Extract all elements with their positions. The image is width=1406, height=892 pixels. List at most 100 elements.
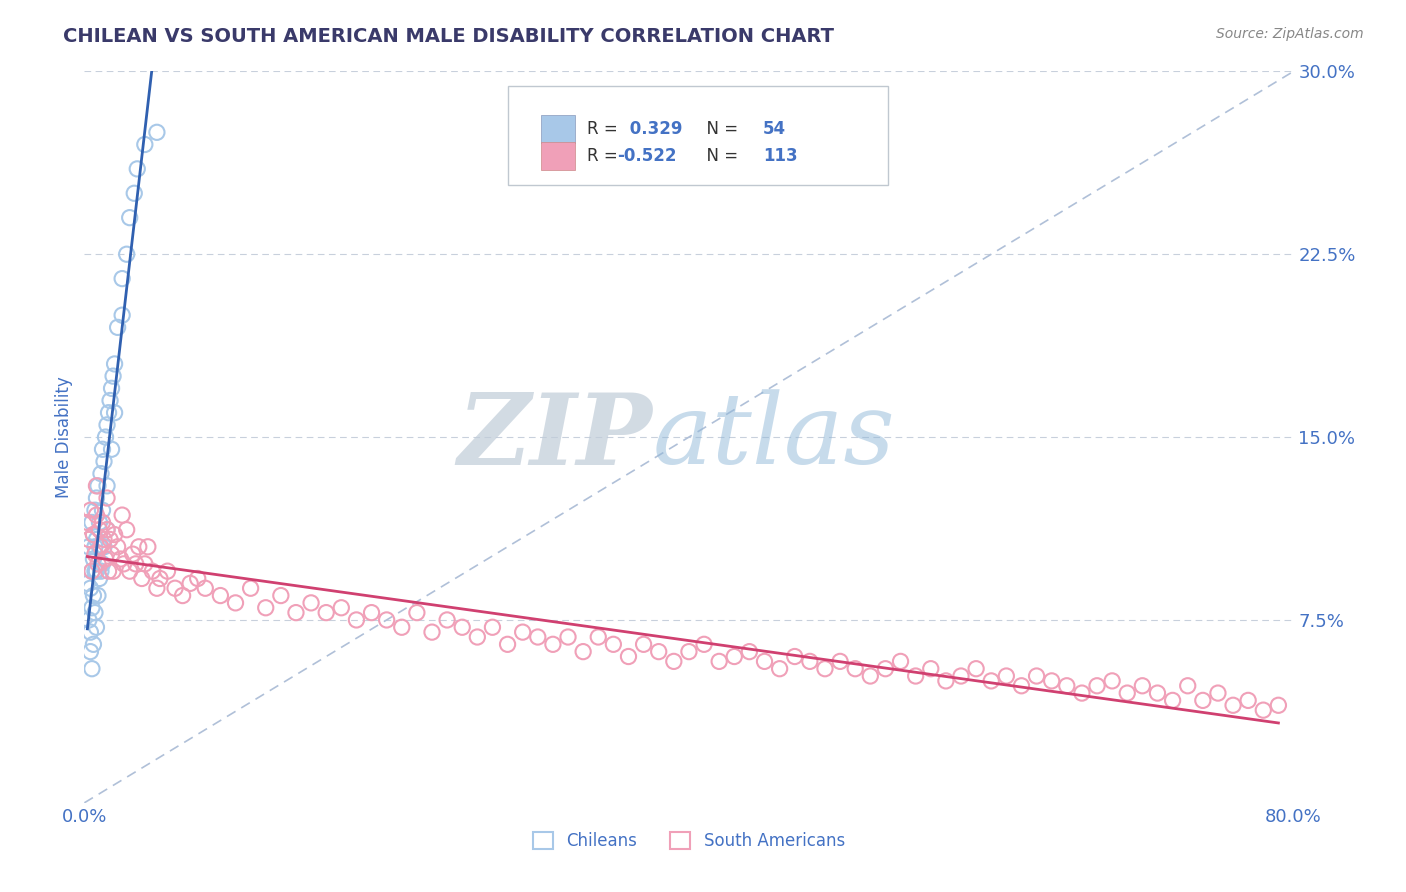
Text: R =: R = [588,147,623,165]
Text: 113: 113 [762,147,797,165]
Point [125,557,148,571]
FancyBboxPatch shape [508,86,889,185]
Point [859,669,882,683]
Text: R =: R = [588,120,623,137]
Text: ZIP: ZIP [458,389,652,485]
Point [86,533,108,547]
Point [87,479,110,493]
Point [89,516,111,530]
Point [96,523,118,537]
Bar [541,143,575,170]
Point [633,637,655,651]
Point [122,186,145,201]
Point [1056,679,1078,693]
Text: 54: 54 [762,120,786,137]
Point [890,654,912,668]
Point [96,479,118,493]
Point [420,625,443,640]
Point [128,540,150,554]
Point [467,630,489,644]
Point [980,673,1002,688]
Point [709,654,731,668]
Point [100,381,122,395]
Point [86,479,108,493]
Point [77,533,100,547]
Point [98,393,121,408]
Point [1146,686,1168,700]
Point [86,620,108,634]
Point [285,606,308,620]
Point [96,491,118,505]
Point [769,662,792,676]
Point [134,557,156,571]
Point [91,516,114,530]
Point [165,581,187,595]
Point [134,137,156,152]
Point [527,630,550,644]
Point [77,613,100,627]
Point [270,589,292,603]
Point [965,662,987,676]
Point [678,645,700,659]
Point [1222,698,1244,713]
Point [94,430,117,444]
Point [1011,679,1033,693]
Point [86,564,108,578]
Point [1085,679,1108,693]
Point [79,625,101,640]
Point [172,589,194,603]
Point [436,613,458,627]
Point [648,645,671,659]
Point [90,564,112,578]
Text: Source: ZipAtlas.com: Source: ZipAtlas.com [1216,27,1364,41]
Point [80,564,103,578]
Point [557,630,579,644]
Point [111,508,134,522]
Point [91,442,114,457]
Point [84,540,107,554]
Point [136,540,159,554]
Point [91,503,114,517]
Point [100,442,122,457]
Point [754,654,776,668]
Point [77,540,100,554]
Point [239,581,262,595]
Point [1177,679,1199,693]
Point [844,662,866,676]
Point [738,645,761,659]
Point [97,564,120,578]
Point [82,589,104,603]
Point [98,533,121,547]
Point [391,620,413,634]
Point [149,572,172,586]
Point [602,637,624,651]
Point [904,669,927,683]
Point [104,406,127,420]
Point [799,654,821,668]
Point [101,564,124,578]
Point [93,540,115,554]
Text: atlas: atlas [652,390,896,484]
Point [572,645,595,659]
Text: CHILEAN VS SOUTH AMERICAN MALE DISABILITY CORRELATION CHART: CHILEAN VS SOUTH AMERICAN MALE DISABILIT… [63,27,834,45]
Point [360,606,382,620]
Point [90,540,112,554]
Point [935,673,957,688]
Point [86,508,108,522]
Text: -0.522: -0.522 [617,147,678,165]
Point [94,552,117,566]
Point [512,625,534,640]
Point [80,564,103,578]
Point [950,669,973,683]
Bar [541,115,575,143]
Text: 0.329: 0.329 [624,120,682,137]
Point [814,662,837,676]
Point [107,320,129,334]
Point [187,572,209,586]
Point [96,523,118,537]
Point [96,417,118,432]
Point [995,669,1018,683]
Point [97,406,120,420]
Point [662,654,685,668]
Point [91,557,114,571]
